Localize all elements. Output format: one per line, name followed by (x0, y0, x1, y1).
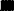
理论计算 (4, 4, 5, 5)
理论计算 (5, 5, 6, 6)
实际增益 (10, 4, 11, 5)
Legend: 理论计算, 实际增益, 设置目标: 理论计算, 实际增益, 设置目标 (0, 10, 3, 11)
理论计算 (10, 4, 11, 5)
